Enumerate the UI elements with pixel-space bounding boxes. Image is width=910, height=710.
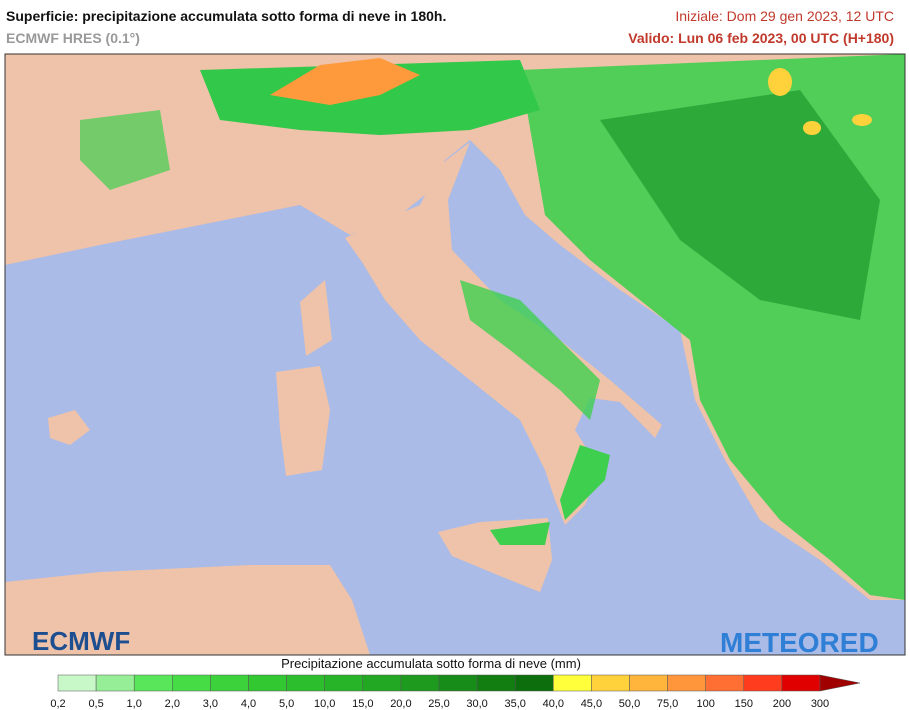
legend-label: 30,0 xyxy=(466,698,487,710)
legend-label: 0,2 xyxy=(50,698,65,710)
sea xyxy=(5,140,905,655)
legend-swatch xyxy=(248,674,287,692)
legend-label: 4,0 xyxy=(241,698,256,710)
snow-alps-high xyxy=(270,58,420,105)
balearic xyxy=(48,410,90,445)
legend-swatch xyxy=(781,674,821,692)
legend-label: 100 xyxy=(697,698,715,710)
legend-label: 40,0 xyxy=(543,698,564,710)
legend-label: 2,0 xyxy=(165,698,180,710)
legend-swatch xyxy=(667,674,706,692)
legend-swatch xyxy=(210,674,249,692)
logo-meteored: METEORED xyxy=(720,627,879,658)
snow-spot xyxy=(852,114,872,126)
legend-label: 200 xyxy=(773,698,791,710)
legend-label: 35,0 xyxy=(504,698,525,710)
legend-label: 3,0 xyxy=(203,698,218,710)
legend-swatch xyxy=(591,674,630,692)
legend-swatch xyxy=(172,674,211,692)
legend: 0,2 0,5 1,0 2,0 3,0 4,0 5,0 10,0 15,0 20,0 25,0 30,… xyxy=(50,674,861,710)
snow-calabria xyxy=(560,445,610,520)
legend-label: 5,0 xyxy=(279,698,294,710)
legend-label: 300 xyxy=(811,698,829,710)
legend-arrow xyxy=(819,674,861,692)
legend-swatch xyxy=(438,674,478,692)
snow-spot xyxy=(803,121,821,135)
legend-label: 45,0 xyxy=(581,698,602,710)
legend-swatch xyxy=(629,674,668,692)
legend-label: 20,0 xyxy=(390,698,411,710)
subtitle: ECMWF HRES (0.1°) xyxy=(6,30,140,46)
corsica xyxy=(300,280,332,356)
legend-label: 75,0 xyxy=(657,698,678,710)
map-area xyxy=(5,54,905,655)
legend-label: 1,0 xyxy=(127,698,142,710)
title: Superficie: precipitazione accumulata so… xyxy=(6,8,447,24)
legend-swatch xyxy=(705,674,745,692)
snow-spot xyxy=(768,68,792,96)
legend-label: 15,0 xyxy=(352,698,373,710)
legend-swatch xyxy=(476,674,516,692)
run-valid: Valido: Lun 06 feb 2023, 00 UTC (H+180) xyxy=(628,30,894,46)
sardinia xyxy=(276,366,330,476)
legend-swatch xyxy=(362,674,402,692)
snow-alps xyxy=(200,60,540,135)
snow-france xyxy=(80,110,170,190)
legend-swatch xyxy=(743,674,783,692)
map-frame xyxy=(4,53,906,656)
legend-label: 0,5 xyxy=(88,698,103,710)
legend-label: 50,0 xyxy=(619,698,640,710)
legend-label: 150 xyxy=(735,698,753,710)
legend-swatch xyxy=(286,674,325,692)
legend-swatch xyxy=(514,674,554,692)
legend-swatch xyxy=(400,674,440,692)
legend-label: 25,0 xyxy=(428,698,449,710)
run-initial: Iniziale: Dom 29 gen 2023, 12 UTC xyxy=(675,8,894,24)
africa xyxy=(5,565,370,655)
snow-sicily xyxy=(490,522,550,545)
snow-balkans-dark xyxy=(600,90,880,320)
legend-swatch xyxy=(95,674,135,692)
legend-swatch xyxy=(133,674,173,692)
logo-ecmwf: ECMWF xyxy=(32,626,130,656)
legend-swatch xyxy=(553,674,592,692)
legend-label: 10,0 xyxy=(314,698,335,710)
legend-title: Precipitazione accumulata sotto forma di… xyxy=(281,656,581,671)
legend-swatch xyxy=(324,674,364,692)
legend-swatch xyxy=(57,674,97,692)
snow-apennines xyxy=(460,280,600,420)
